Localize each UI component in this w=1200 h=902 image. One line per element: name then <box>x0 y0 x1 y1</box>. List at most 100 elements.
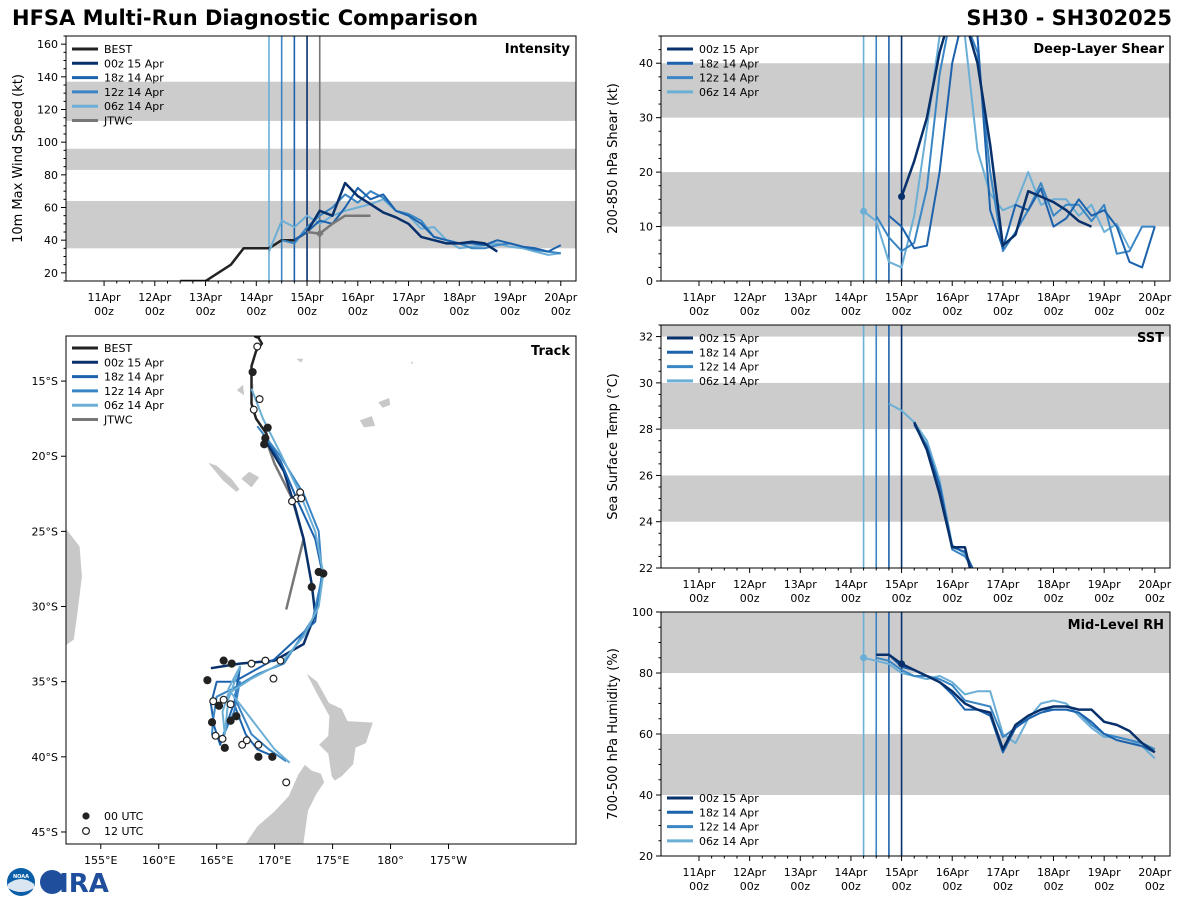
track-lat-label: 40°S <box>32 751 58 764</box>
sst-ytick-label-30: 30 <box>639 377 653 390</box>
rh-band-1 <box>661 612 1170 673</box>
track-point-12z-2 <box>249 405 258 414</box>
sst-xtick-label-hour: 00z <box>993 592 1013 605</box>
intensity-xtick-label-hour: 00z <box>399 305 419 318</box>
marker-legend-12z-label: 12 UTC <box>104 825 144 838</box>
intensity-legend-label-18z-14-apr: 18z 14 Apr <box>104 72 164 85</box>
noaa-wave-icon <box>8 879 34 892</box>
rh-xtick-label-hour: 00z <box>790 880 810 893</box>
intensity-ylabel: 10m Max Wind Speed (kt) <box>11 74 26 243</box>
track-legend-label-12z-14-apr: 12z 14 Apr <box>104 385 164 398</box>
shear-xtick-label-hour: 00z <box>689 305 709 318</box>
intensity-xtick-label-hour: 00z <box>145 305 165 318</box>
rh-xtick-label-hour: 00z <box>892 880 912 893</box>
land-4 <box>206 461 241 493</box>
intensity-xtick-label-date: 11Apr <box>88 291 122 304</box>
shear-xtick-label-date: 15Apr <box>885 291 919 304</box>
track-point-00z-7 <box>307 582 316 592</box>
intensity-xtick-label-hour: 00z <box>500 305 520 318</box>
sst-xtick-label-hour: 00z <box>1044 592 1064 605</box>
track-point-00z-16 <box>254 752 263 761</box>
shear-start-marker-0 <box>860 207 868 215</box>
rh-xtick-label-date: 20Apr <box>1138 866 1172 879</box>
shear-band-1 <box>661 63 1170 118</box>
intensity-xtick-label-hour: 00z <box>449 305 469 318</box>
intensity-xtick-label-date: 14Apr <box>240 291 274 304</box>
shear-plot-area <box>661 36 1170 281</box>
intensity-ytick-label-120: 120 <box>37 104 58 117</box>
track-point-12z-11 <box>209 697 218 706</box>
rh-xtick-label-date: 17Apr <box>986 866 1020 879</box>
track-legend-label-06z-14-apr: 06z 14 Apr <box>104 399 164 412</box>
shear-xtick-label-hour: 00z <box>1044 305 1064 318</box>
sst-ytick-label-24: 24 <box>639 516 653 529</box>
shear-xtick-label-date: 18Apr <box>1037 291 1071 304</box>
track-lat-label: 45°S <box>32 826 58 839</box>
rh-xtick-label-date: 15Apr <box>885 866 919 879</box>
rh-xtick-label-date: 16Apr <box>936 866 970 879</box>
track-series-best <box>250 336 269 445</box>
intensity-band-1 <box>66 148 576 170</box>
track-lat-label: 15°S <box>32 375 58 388</box>
track-point-12z-8 <box>261 656 270 665</box>
track-point-00z-17 <box>268 752 277 761</box>
track-lon-label: 175°W <box>430 854 467 867</box>
intensity-title: Intensity <box>505 42 571 57</box>
shear-end-marker-0 <box>898 193 906 201</box>
track-point-12z-16 <box>238 740 247 749</box>
track-series-00z-15-apr <box>210 443 317 670</box>
rh-series-00z-15-apr <box>876 653 1156 754</box>
intensity-series-18z-14-apr <box>293 186 562 253</box>
track-point-12z-19 <box>282 778 291 787</box>
track-lon-label: 170°E <box>258 854 291 867</box>
rh-legend-label-12z-14-apr: 12z 14 Apr <box>699 821 759 834</box>
sst-xtick-label-date: 14Apr <box>834 578 868 591</box>
intensity-legend-label-jtwc: JTWC <box>103 115 133 128</box>
shear-xtick-label-hour: 00z <box>1094 305 1114 318</box>
rh-xtick-label-date: 19Apr <box>1088 866 1122 879</box>
track-lat-label: 30°S <box>32 601 58 614</box>
track-frame <box>65 335 577 845</box>
land-6 <box>377 397 391 409</box>
sst-xtick-label-hour: 00z <box>942 592 962 605</box>
shear-ylabel: 200-850 hPa Shear (kt) <box>606 83 621 234</box>
sst-plot-area <box>661 325 1170 568</box>
track-lon-label: 155°E <box>84 854 117 867</box>
track-point-12z-1 <box>255 395 264 404</box>
shear-series-18z-14-apr <box>888 36 1156 269</box>
sst-xtick-label-date: 11Apr <box>682 578 716 591</box>
intensity-series-00z-15-apr <box>305 181 498 253</box>
track-point-00z-2 <box>263 423 272 432</box>
sst-ytick-label-26: 26 <box>639 469 653 482</box>
intensity-ytick-label-40: 40 <box>44 234 58 247</box>
track-point-12z-17 <box>254 740 263 749</box>
sst-ytick-label-32: 32 <box>639 331 653 344</box>
intensity-ytick-label-140: 140 <box>37 71 58 84</box>
sst-xtick-label-hour: 00z <box>1094 592 1114 605</box>
intensity-ytick-label-60: 60 <box>44 202 58 215</box>
track-point-00z-13 <box>232 712 241 721</box>
track-point-00z-4 <box>260 440 269 449</box>
intensity-ytick-label-100: 100 <box>37 136 58 149</box>
track-point-12z-15 <box>218 734 227 743</box>
rh-xtick-label-hour: 00z <box>1094 880 1114 893</box>
sst-series-00z-15-apr <box>913 421 972 568</box>
shear-legend-label-00z-15-apr: 00z 15 Apr <box>699 43 759 56</box>
shear-series-00z-15-apr <box>900 36 1092 247</box>
track-point-12z-18 <box>242 736 251 745</box>
shear-title: Deep-Layer Shear <box>1033 42 1164 57</box>
rh-end-marker-0 <box>898 660 906 668</box>
intensity-legend-label-best: BEST <box>104 43 132 56</box>
sst-band-0 <box>661 475 1170 522</box>
intensity-plot-area <box>66 36 576 281</box>
intensity-xtick-label-date: 18Apr <box>443 291 477 304</box>
sst-xtick-label-date: 18Apr <box>1037 578 1071 591</box>
shear-band-0 <box>661 172 1170 227</box>
sst-ylabel: Sea Surface Temp (°C) <box>606 373 621 520</box>
track-title: Track <box>531 344 570 359</box>
land-1 <box>305 672 374 782</box>
rh-legend-label-06z-14-apr: 06z 14 Apr <box>699 835 759 848</box>
shear-xtick-label-hour: 00z <box>993 305 1013 318</box>
sst-xtick-label-date: 15Apr <box>885 578 919 591</box>
